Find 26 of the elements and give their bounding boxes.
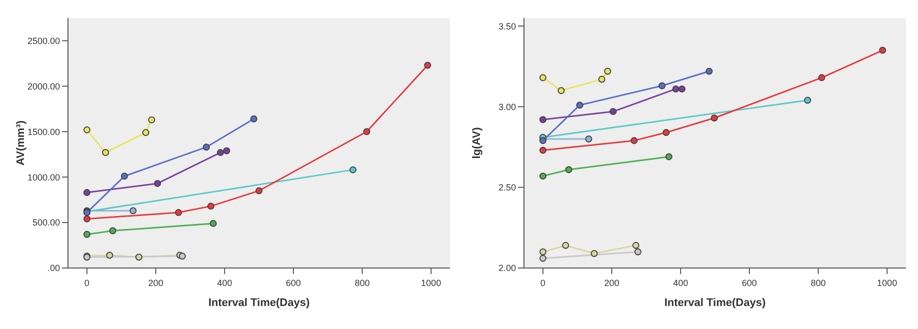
x-tick-label: 0 [84, 278, 90, 288]
x-tick-label: 0 [540, 278, 546, 288]
y-tick-label: 3.50 [498, 21, 516, 32]
x-tick-label: 200 [604, 278, 620, 288]
y-tick-label: .00 [47, 263, 60, 274]
y-axis-title: AV(mm³) [14, 120, 27, 166]
y-tick-label: 3.00 [498, 102, 516, 112]
x-tick-label: 600 [286, 278, 301, 288]
x-tick-label: 400 [217, 278, 232, 288]
x-tick-label: 600 [742, 278, 757, 288]
y-tick-label: 1500.00 [27, 126, 60, 137]
y-tick-label: 2000.00 [27, 81, 60, 92]
y-axis-title: lg(AV) [470, 126, 483, 159]
x-tick-label: 400 [673, 278, 688, 288]
y-tick-label: 500.00 [32, 218, 60, 228]
x-tick-label: 1000 [877, 278, 898, 288]
x-tick-label: 200 [148, 278, 164, 288]
x-tick-label: 800 [354, 278, 370, 288]
x-axis-title: Interval Time(Days) [664, 297, 766, 309]
y-tick-label: 2500.00 [27, 36, 60, 46]
y-tick-label: 2.00 [498, 263, 516, 274]
y-tick-label: 2.50 [498, 182, 516, 193]
x-axis-title: Interval Time(Days) [208, 297, 310, 309]
x-tick-label: 800 [810, 278, 826, 288]
y-tick-label: 1000.00 [27, 172, 60, 182]
x-tick-label: 1000 [421, 278, 442, 288]
